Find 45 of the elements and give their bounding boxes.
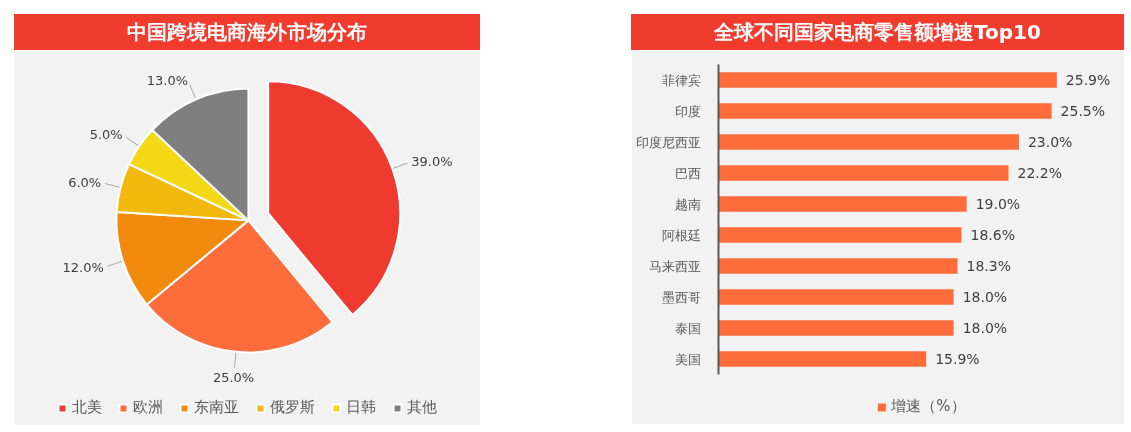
data-label: 23.0% bbox=[1027, 134, 1073, 150]
data-label: 18.6% bbox=[970, 227, 1015, 243]
data-label: 18.0% bbox=[962, 289, 1008, 305]
data-label: 5.0% bbox=[89, 127, 123, 143]
data-label: 39.0% bbox=[411, 154, 453, 170]
data-label: 25.5% bbox=[1060, 103, 1106, 119]
data-label: 12.0% bbox=[62, 259, 104, 275]
data-label: 18.0% bbox=[962, 320, 1008, 336]
legend-label: 增速（%） bbox=[891, 397, 966, 416]
data-label: 6.0% bbox=[68, 175, 102, 191]
bar bbox=[718, 103, 1052, 119]
y-tick-label: 菲律宾 bbox=[661, 72, 701, 88]
y-tick-label: 印度 bbox=[674, 103, 701, 119]
bar bbox=[718, 289, 954, 305]
y-tick-label: 巴西 bbox=[674, 165, 701, 181]
legend-label: 俄罗斯 bbox=[270, 398, 315, 417]
y-tick-label: 阿根廷 bbox=[661, 227, 701, 243]
bar bbox=[718, 320, 954, 336]
bar bbox=[718, 351, 927, 367]
y-tick-label: 印度尼西亚 bbox=[635, 134, 701, 150]
bar bbox=[718, 227, 962, 243]
chart-title: 全球不同国家电商零售额增速Top10 bbox=[631, 14, 1124, 50]
y-tick-label: 美国 bbox=[674, 351, 701, 367]
y-tick-label: 马来西亚 bbox=[648, 258, 701, 274]
data-label: 19.0% bbox=[975, 196, 1021, 212]
bar bbox=[718, 165, 1009, 181]
data-label: 25.0% bbox=[212, 370, 255, 386]
y-tick-label: 墨西哥 bbox=[661, 289, 701, 305]
legend-label: 其他 bbox=[407, 398, 437, 417]
legend-label: 北美 bbox=[72, 398, 102, 417]
bar bbox=[718, 72, 1057, 88]
bar bbox=[718, 134, 1019, 150]
data-label: 13.0% bbox=[146, 73, 189, 89]
chart-title: 中国跨境电商海外市场分布 bbox=[14, 14, 480, 50]
legend-label: 东南亚 bbox=[194, 398, 239, 417]
y-tick-label: 越南 bbox=[674, 196, 701, 212]
data-label: 22.2% bbox=[1017, 165, 1062, 181]
bar bbox=[718, 258, 958, 274]
data-label: 15.9% bbox=[935, 351, 980, 367]
legend-label: 日韩 bbox=[346, 398, 376, 417]
y-tick-label: 泰国 bbox=[674, 320, 701, 336]
data-label: 25.9% bbox=[1065, 72, 1111, 88]
bar bbox=[718, 196, 967, 212]
legend-label: 欧洲 bbox=[133, 398, 163, 417]
data-label: 18.3% bbox=[966, 258, 1012, 274]
